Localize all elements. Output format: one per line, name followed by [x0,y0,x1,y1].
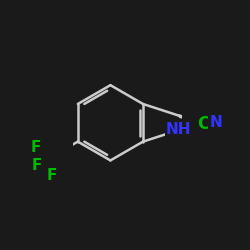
Text: F: F [46,168,56,183]
Text: F: F [32,158,42,173]
Text: F: F [30,140,41,155]
Text: Cl: Cl [197,115,214,133]
Text: NH: NH [166,122,192,138]
Text: N: N [210,115,222,130]
